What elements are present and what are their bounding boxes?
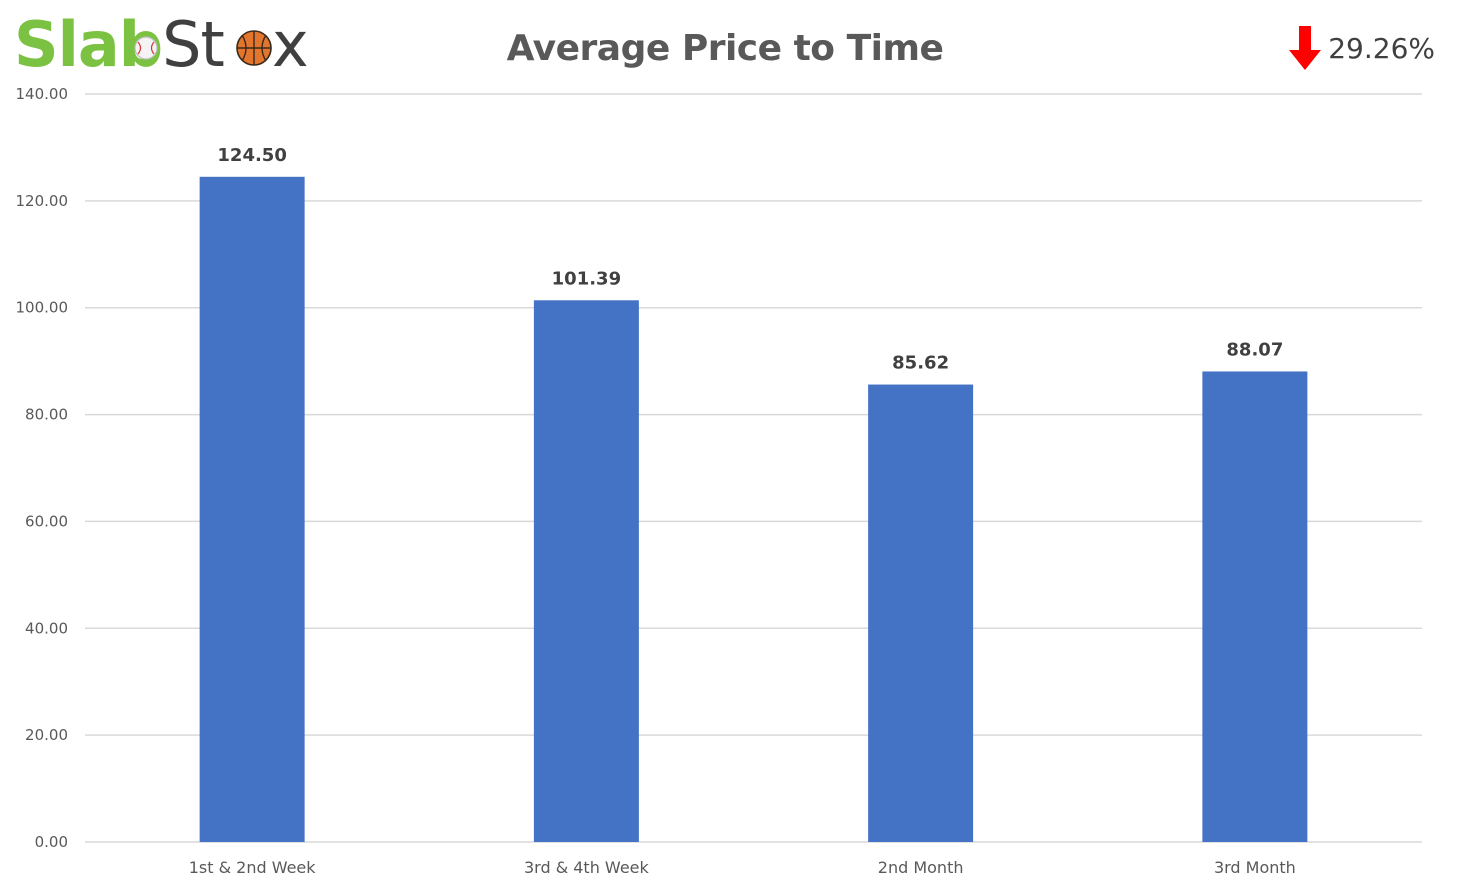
bar: [868, 384, 974, 842]
data-label: 101.39: [552, 268, 621, 289]
logo-text-x: x: [272, 8, 308, 76]
bars: [199, 176, 1308, 843]
data-label: 85.62: [892, 353, 949, 374]
y-tick-label: 120.00: [16, 192, 69, 210]
svg-text:x: x: [272, 8, 308, 76]
bar: [533, 300, 639, 842]
logo-text-st: St: [162, 8, 224, 76]
x-category-label: 2nd Month: [878, 858, 964, 877]
y-tick-label: 100.00: [16, 299, 69, 317]
bar: [1202, 371, 1308, 842]
gridlines: [85, 93, 1422, 843]
data-label: 124.50: [217, 145, 286, 166]
baseball-icon: [134, 36, 158, 60]
data-labels: 124.50 101.39 85.62 88.07: [217, 145, 1283, 374]
basketball-icon: [236, 30, 272, 66]
bar: [199, 176, 305, 843]
change-indicator: 29.26%: [1288, 26, 1435, 70]
x-category-label: 3rd & 4th Week: [524, 858, 650, 877]
slabstox-logo: SlabSt x: [14, 8, 309, 76]
y-tick-label: 0.00: [35, 833, 68, 851]
x-category-label: 3rd Month: [1214, 858, 1296, 877]
y-tick-label: 80.00: [25, 406, 68, 424]
data-label: 88.07: [1226, 339, 1283, 360]
y-axis-ticks: 0.00 20.00 40.00 60.00 80.00 100.00 120.00 140.…: [16, 85, 69, 851]
y-tick-label: 20.00: [25, 726, 68, 744]
y-tick-label: 60.00: [25, 512, 68, 530]
change-value: 29.26%: [1328, 31, 1435, 65]
x-axis-categories: 1st & 2nd Week 3rd & 4th Week 2nd Month 3rd…: [189, 858, 1296, 877]
y-tick-label: 40.00: [25, 619, 68, 637]
y-tick-label: 140.00: [16, 85, 69, 103]
x-category-label: 1st & 2nd Week: [189, 858, 317, 877]
down-arrow-icon: [1289, 26, 1322, 70]
chart-title: Average Price to Time: [506, 28, 944, 69]
